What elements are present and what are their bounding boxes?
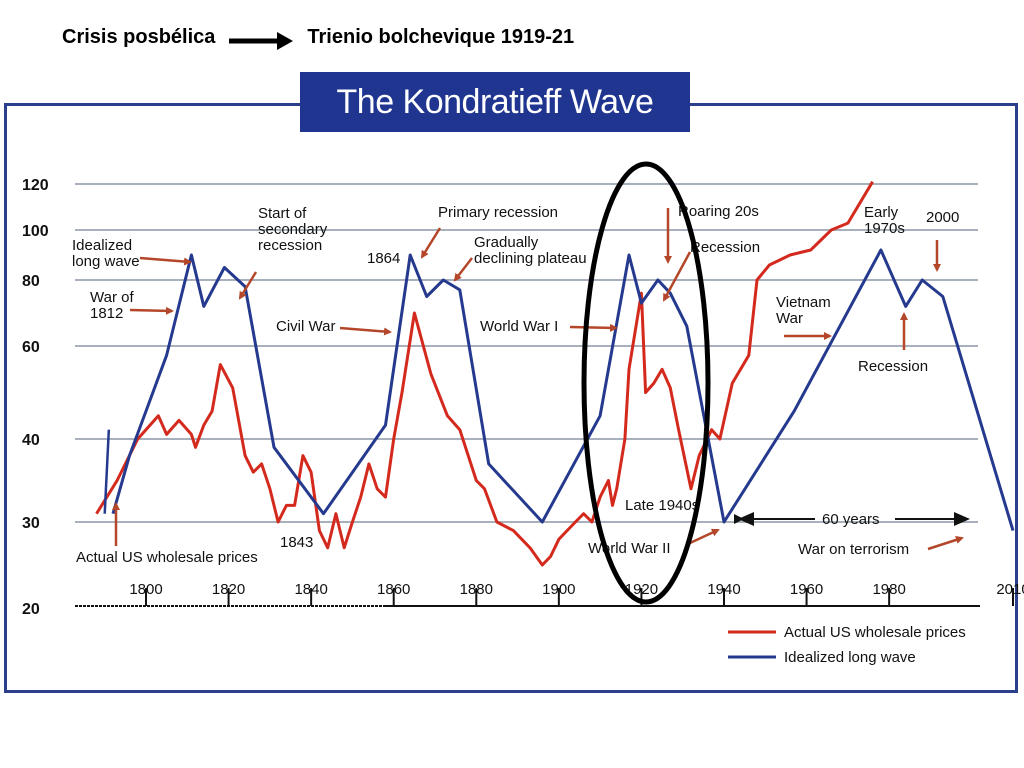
x-tick-label: 1800 bbox=[129, 581, 162, 598]
x-tick-label: 1900 bbox=[542, 581, 575, 598]
arrow-gradually-declining-plateau bbox=[453, 257, 473, 282]
right-arrow-icon bbox=[229, 32, 294, 50]
legend-label: Actual US wholesale prices bbox=[784, 624, 966, 641]
x-tick-label: 1880 bbox=[460, 581, 493, 598]
x-tick-label: 1960 bbox=[790, 581, 823, 598]
series-actual-prices bbox=[95, 180, 874, 567]
annotation-1843: 1843 bbox=[280, 534, 313, 551]
annotation-60-years: 60 years bbox=[822, 511, 880, 528]
y-tick-label: 80 bbox=[22, 273, 40, 290]
annotation-idealized-long-wave: Idealized long wave bbox=[72, 237, 140, 270]
arrow-world-war-ii bbox=[689, 528, 720, 545]
x-tick-label: 1840 bbox=[294, 581, 327, 598]
chart-title: The Kondratieff Wave bbox=[300, 72, 690, 132]
annotation-war-on-terrorism: War on terrorism bbox=[798, 541, 909, 558]
annotation-start-secondary-recession: Start of secondary recession bbox=[258, 205, 328, 254]
annotation-recession-1920s: Recession bbox=[690, 239, 760, 256]
y-tick-label: 100 bbox=[22, 223, 49, 240]
annotation-war-of-1812: War of 1812 bbox=[90, 289, 134, 322]
annotation-primary-recession: Primary recession bbox=[438, 204, 558, 221]
y-tick-label: 120 bbox=[22, 177, 49, 194]
arrow-recession-1920s bbox=[662, 251, 692, 302]
y-tick-label: 20 bbox=[22, 601, 40, 618]
legend-label: Idealized long wave bbox=[784, 649, 916, 666]
highlight-ellipse bbox=[581, 161, 711, 605]
arrow-start-secondary-recession bbox=[238, 271, 258, 300]
arrow-idealized-long-wave bbox=[139, 256, 192, 266]
annotation-gradually-declining-plateau: Gradually declining plateau bbox=[474, 234, 587, 267]
arrow-war-of-1812 bbox=[129, 306, 174, 315]
y-tick-label: 60 bbox=[22, 339, 40, 356]
annotation-1864: 1864 bbox=[367, 250, 400, 267]
sixty-years-arrowhead-left bbox=[738, 512, 754, 526]
annotation-civil-war: Civil War bbox=[276, 318, 335, 335]
heading-right: Trienio bolchevique 1919-21 bbox=[307, 25, 575, 48]
annotation-vietnam-war: Vietnam War bbox=[776, 294, 831, 327]
x-tick-label: 1860 bbox=[377, 581, 410, 598]
chart-frame bbox=[4, 103, 1018, 693]
slide-heading: Crisis posbélica Trienio bolchevique 191… bbox=[62, 22, 574, 52]
annotation-early-1970s: Early 1970s bbox=[864, 204, 905, 237]
arrow-civil-war bbox=[339, 326, 392, 336]
series-idealized-wave bbox=[111, 248, 1015, 532]
heading-left: Crisis posbélica bbox=[62, 25, 216, 48]
x-tick-label: 1980 bbox=[872, 581, 905, 598]
x-tick-label: 1820 bbox=[212, 581, 245, 598]
x-tick-label: 1920 bbox=[625, 581, 658, 598]
annotation-roaring-20s: Roaring 20s bbox=[678, 203, 759, 220]
annotation-late-1940s: Late 1940s bbox=[625, 497, 699, 514]
annotation-recession-1980: Recession bbox=[858, 358, 928, 375]
sixty-years-arrowhead-right bbox=[954, 512, 970, 526]
series-idealized-start bbox=[103, 429, 111, 514]
arrow-world-war-i bbox=[569, 323, 618, 332]
arrow-primary-recession bbox=[420, 227, 442, 259]
annotation-actual-us-wholesale-prices: Actual US wholesale prices bbox=[76, 549, 258, 566]
annotation-2000: 2000 bbox=[926, 209, 959, 226]
annotation-world-war-i: World War I bbox=[480, 318, 558, 335]
arrow-war-on-terrorism bbox=[927, 536, 964, 551]
y-tick-label: 30 bbox=[22, 515, 40, 532]
y-tick-label: 40 bbox=[22, 432, 40, 449]
x-tick-label: 1940 bbox=[707, 581, 740, 598]
annotation-world-war-ii: World War II bbox=[588, 540, 671, 557]
